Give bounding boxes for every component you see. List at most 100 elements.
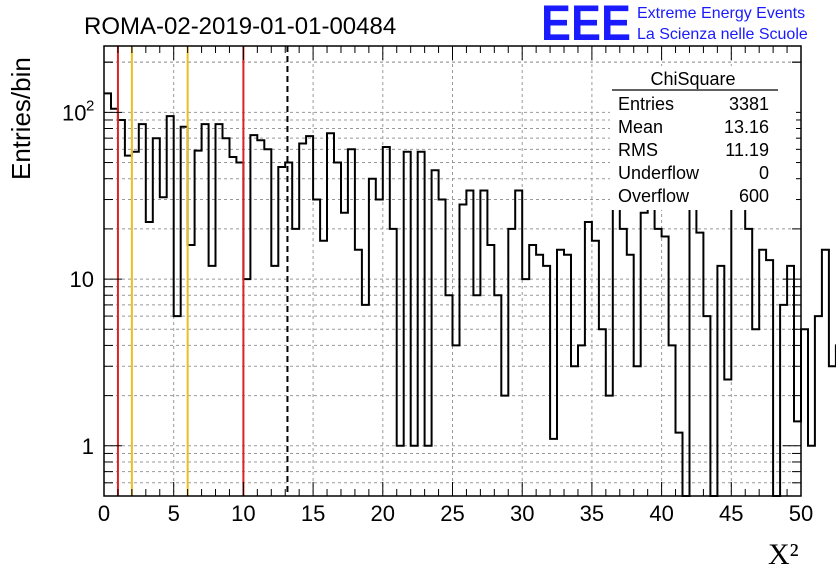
histogram-bin bbox=[641, 213, 648, 496]
histogram-bin bbox=[250, 135, 257, 496]
histogram-bin bbox=[752, 329, 759, 496]
reference-lines bbox=[116, 46, 289, 496]
histogram-bin bbox=[536, 255, 543, 496]
histogram-bin bbox=[473, 295, 480, 496]
eee-logo: EEE bbox=[541, 0, 631, 51]
stats-title: ChiSquare bbox=[650, 69, 735, 89]
histogram-bin bbox=[696, 233, 703, 496]
histogram-bin bbox=[306, 136, 313, 496]
histogram-bin bbox=[195, 151, 202, 496]
histogram-bin bbox=[334, 163, 341, 496]
histogram-bin bbox=[404, 152, 411, 496]
histogram-bin bbox=[606, 396, 613, 496]
histogram-bin bbox=[271, 266, 278, 496]
histogram-bin bbox=[153, 138, 160, 496]
x-tick-label: 40 bbox=[649, 501, 673, 526]
histogram-bin bbox=[299, 144, 306, 496]
histogram-bin bbox=[731, 193, 738, 496]
histogram-bin bbox=[669, 345, 676, 496]
histogram-bin bbox=[585, 222, 592, 496]
histogram-bin bbox=[174, 316, 181, 496]
histogram-bin bbox=[655, 229, 662, 496]
x-tick-label: 10 bbox=[231, 501, 255, 526]
histogram-bin bbox=[432, 170, 439, 496]
histogram-bin bbox=[167, 116, 174, 496]
histogram-bin bbox=[181, 127, 188, 496]
histogram-bin bbox=[278, 167, 285, 496]
histogram-bin bbox=[557, 250, 564, 496]
histogram-bin bbox=[508, 229, 515, 496]
histogram-bin bbox=[397, 446, 404, 496]
stats-rows: Entries 3381 Mean 13.16 RMS 11.19 Underflow 0 Ov… bbox=[618, 94, 769, 206]
histogram-bin bbox=[236, 163, 243, 496]
histogram-bin bbox=[529, 245, 536, 496]
histogram-bin bbox=[543, 266, 550, 496]
histogram-bin bbox=[209, 266, 216, 496]
histogram-bin bbox=[285, 163, 292, 496]
histogram-bin bbox=[571, 366, 578, 496]
histogram-bin bbox=[243, 279, 250, 496]
histogram-bin bbox=[480, 190, 487, 496]
histogram-bin bbox=[815, 316, 822, 496]
histogram-bin bbox=[313, 200, 320, 496]
histogram-outline bbox=[104, 92, 836, 497]
histogram-bin bbox=[766, 260, 773, 496]
histogram-bin bbox=[620, 229, 627, 496]
logo-line-1: Extreme Energy Events bbox=[637, 5, 805, 22]
histogram-bin bbox=[425, 446, 432, 496]
stats-box: ChiSquare Entries 3381 Mean 13.16 RMS 11.19 Un… bbox=[610, 66, 796, 210]
histogram-series bbox=[104, 92, 836, 497]
histogram-bin bbox=[341, 213, 348, 496]
histogram-bin bbox=[229, 157, 236, 496]
stats-value: 11.19 bbox=[725, 140, 769, 160]
histogram-bin bbox=[801, 329, 808, 496]
axis-ticks bbox=[103, 46, 802, 497]
y-tick-exponent: 2 bbox=[86, 97, 94, 114]
x-tick-label: 20 bbox=[371, 501, 395, 526]
x-tick-label: 5 bbox=[168, 501, 180, 526]
histogram-bin bbox=[634, 366, 641, 496]
histogram-bin bbox=[745, 229, 752, 496]
histogram-bin bbox=[453, 345, 460, 496]
x-tick-label: 15 bbox=[301, 501, 325, 526]
stats-value: 3381 bbox=[729, 94, 769, 114]
histogram-bin bbox=[724, 379, 731, 496]
histogram-bin bbox=[257, 140, 264, 496]
histogram-bin bbox=[111, 109, 118, 496]
histogram-bin bbox=[466, 190, 473, 496]
histogram-bin bbox=[125, 156, 132, 496]
histogram-bin bbox=[355, 250, 362, 496]
histogram-bin bbox=[459, 205, 466, 496]
histogram-bin bbox=[662, 237, 669, 496]
histogram-bin bbox=[501, 396, 508, 496]
stats-label: RMS bbox=[618, 140, 658, 160]
y-tick-label: 10 bbox=[70, 267, 94, 292]
stats-label: Underflow bbox=[618, 163, 700, 183]
histogram-bin bbox=[599, 329, 606, 496]
histogram-bin bbox=[676, 433, 683, 496]
histogram-bin bbox=[439, 200, 446, 496]
histogram-bin bbox=[613, 195, 620, 496]
histogram-bin bbox=[418, 152, 425, 496]
histogram-bin bbox=[829, 366, 836, 496]
histogram-bin bbox=[118, 120, 125, 496]
histogram-bin bbox=[703, 316, 710, 496]
histogram-bin bbox=[202, 124, 209, 496]
x-axis-label: X² bbox=[768, 538, 799, 571]
x-tick-label: 0 bbox=[98, 501, 110, 526]
logo-line-2: La Scienza nelle Scuole bbox=[637, 26, 808, 43]
x-tick-label: 35 bbox=[580, 501, 604, 526]
histogram-bin bbox=[689, 193, 696, 496]
x-tick-labels: 0 5 10 15 20 25 30 35 40 45 50 bbox=[98, 501, 813, 526]
histogram-bin bbox=[362, 305, 369, 496]
histogram-bin bbox=[808, 446, 815, 496]
histogram-bin bbox=[264, 149, 271, 496]
histogram-bin bbox=[627, 255, 634, 496]
histogram-bin bbox=[564, 255, 571, 496]
histogram-bin bbox=[494, 295, 501, 496]
histogram-bin bbox=[327, 133, 334, 496]
y-tick-label: 10 bbox=[62, 100, 86, 125]
y-axis-label: Entries/bin bbox=[6, 57, 36, 180]
x-tick-label: 45 bbox=[719, 501, 743, 526]
histogram-bin bbox=[522, 279, 529, 496]
